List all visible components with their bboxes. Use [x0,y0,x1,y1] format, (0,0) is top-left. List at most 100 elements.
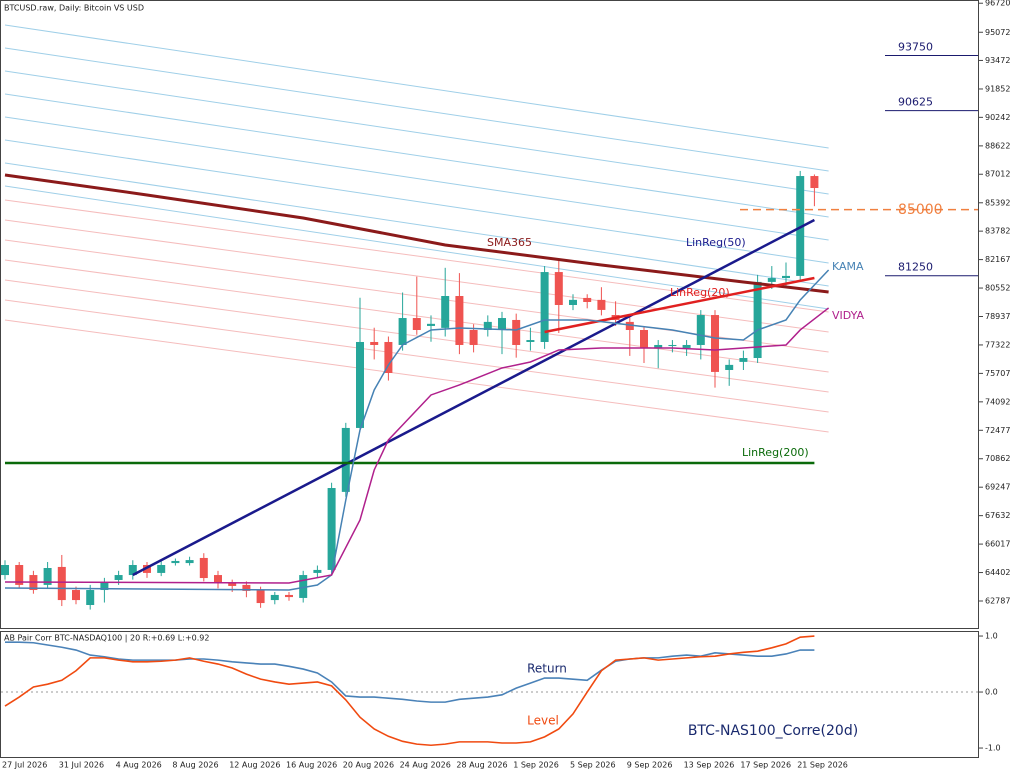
candle-body [554,272,563,305]
candle-body [782,275,790,279]
indicator-line [4,307,830,584]
candle-body [427,323,435,326]
candle-body [597,299,606,310]
candle-body [199,557,208,579]
x-tick-label: 12 Aug 2026 [229,761,280,770]
series-label: Return [527,662,567,676]
candle-body [753,281,762,359]
channel-line [4,116,829,241]
candle-body [128,565,137,576]
y-tick-label: 91852 [985,84,1010,93]
y-tick-label: 69247 [985,483,1010,492]
y-tick-label: 87012 [985,170,1010,179]
candle-body [270,594,279,601]
x-tick-label: 5 Sep 2026 [570,761,616,770]
x-tick-label: 8 Aug 2026 [172,761,218,770]
candle-body [810,176,819,189]
x-tick-label: 1 Sep 2026 [513,761,559,770]
candle-body [668,344,677,347]
y-tick-label: 64402 [985,568,1010,577]
y-tick-label: 95072 [985,28,1010,37]
price-level-label: 81250 [898,261,933,274]
x-tick-label: 16 Aug 2026 [286,761,337,770]
price-level-label: 90625 [898,96,933,109]
indicator-line [4,173,829,294]
indicator-annotation: BTC-NAS100_Corre(20d) [688,723,858,739]
y-tick-label: 93472 [985,56,1010,65]
price-level-label: 93750 [898,41,933,54]
candle-body [157,565,166,573]
candle-body [498,318,506,331]
candle-body [313,569,322,573]
candle-body [711,315,719,372]
candle-body [57,566,66,601]
candle-body [228,582,237,586]
x-tick-label: 17 Sep 2026 [740,761,791,770]
channel-line [4,162,829,287]
x-tick-label: 13 Sep 2026 [684,761,735,770]
x-tick-label: 31 Jul 2026 [59,761,104,770]
y-tick-label: 85392 [985,198,1010,207]
candle-body [640,330,648,348]
candle-body [512,319,521,345]
x-tick-label: 28 Aug 2026 [456,761,507,770]
y-tick-label: 67632 [985,511,1010,520]
candle-body [583,297,592,302]
candle-body [356,341,364,428]
candle-body [15,565,24,585]
channel-line [4,199,829,313]
candle-body [100,582,109,591]
channel-line [4,319,829,433]
candle-body [483,321,492,331]
candle-body [625,321,634,331]
chart-title: BTCUSD.raw, Daily: Bitcoin VS USD [4,4,144,13]
channel-line [4,93,829,218]
candle-body [526,340,535,342]
candle-body [739,358,748,362]
x-tick-label: 21 Sep 2026 [797,761,848,770]
channel-line [4,47,829,172]
candle-body [682,344,691,348]
indicator-label: SMA365 [487,236,532,249]
main-panel [0,0,979,629]
channel-line [4,299,829,413]
indicator-label: LinReg(20) [670,286,730,299]
x-tick-label: 24 Aug 2026 [400,761,451,770]
y-tick-label: 77322 [985,340,1010,349]
candle-body [441,296,450,328]
y-tick-label: 75707 [985,369,1010,378]
channel-line [4,219,829,333]
candle-body [569,299,577,305]
y-tick-label: 82167 [985,255,1010,264]
candle-body [72,590,80,601]
y-tick-label: 70862 [985,454,1010,463]
x-tick-label: 4 Aug 2026 [116,761,162,770]
y-tick-label: 1.0 [985,632,998,641]
indicator-label: KAMA [832,260,864,273]
channel-line [4,185,829,310]
y-tick-label: 78937 [985,312,1010,321]
correlation-line [5,641,815,703]
y-tick-label: 83782 [985,227,1010,236]
candle-body [1,565,9,576]
candle-body [654,344,663,348]
indicator-title: AB Pair Corr BTC-NASDAQ100 | 20 R:+0.69 … [4,634,209,643]
series-label: Level [527,714,559,728]
candle-body [256,590,265,604]
candle-body [455,296,464,345]
candle-body [767,278,776,282]
indicator-line [132,218,815,577]
x-tick-label: 27 Jul 2026 [2,761,47,770]
channel-line [4,279,829,393]
y-tick-label: 72477 [985,426,1010,435]
candle-body [185,560,194,564]
candle-body [412,318,421,331]
candle-body [540,272,549,342]
correlation-line [4,635,815,747]
candle-body [469,330,478,345]
y-tick-label: 80552 [985,284,1010,293]
channel-line [4,139,829,264]
y-tick-label: 90242 [985,113,1010,122]
candle-body [242,584,251,591]
